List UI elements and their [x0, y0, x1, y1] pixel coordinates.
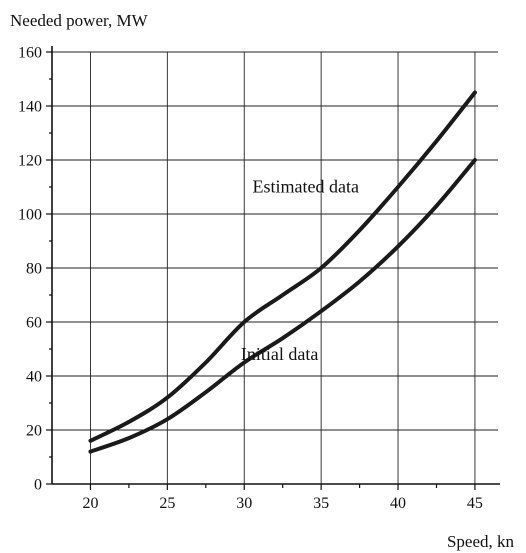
y-tick-label-80: 80	[26, 261, 42, 278]
series-line-estimated-data	[88, 90, 477, 443]
series-line-initial-data	[88, 158, 477, 454]
y-tick-label-20: 20	[26, 423, 42, 440]
y-axis-title: Needed power, MW	[10, 11, 149, 30]
label-layer: 0 20 40 60 80 100 120 140 160 20 25 30 35 40 45 Estimat…	[18, 45, 483, 513]
y-tick-label-120: 120	[18, 153, 42, 170]
y-tick-label-140: 140	[18, 99, 42, 116]
y-tick-label-160: 160	[18, 45, 42, 62]
x-tick-label-40: 40	[390, 495, 406, 512]
y-tick-label-100: 100	[18, 207, 42, 224]
x-tick-label-30: 30	[236, 495, 252, 512]
y-tick-label-60: 60	[26, 315, 42, 332]
series-layer	[88, 90, 477, 454]
axes	[46, 46, 500, 490]
annotation-estimated-data: Estimated data	[253, 176, 359, 196]
y-tick-label-40: 40	[26, 369, 42, 386]
annotation-initial-data: Initial data	[241, 344, 318, 364]
x-tick-label-35: 35	[313, 495, 329, 512]
x-tick-label-25: 25	[159, 495, 175, 512]
x-axis-title: Speed, kn	[447, 532, 515, 551]
x-tick-label-45: 45	[467, 495, 483, 512]
x-tick-label-20: 20	[82, 495, 98, 512]
grid-layer	[52, 51, 498, 484]
y-tick-label-0: 0	[34, 477, 42, 494]
